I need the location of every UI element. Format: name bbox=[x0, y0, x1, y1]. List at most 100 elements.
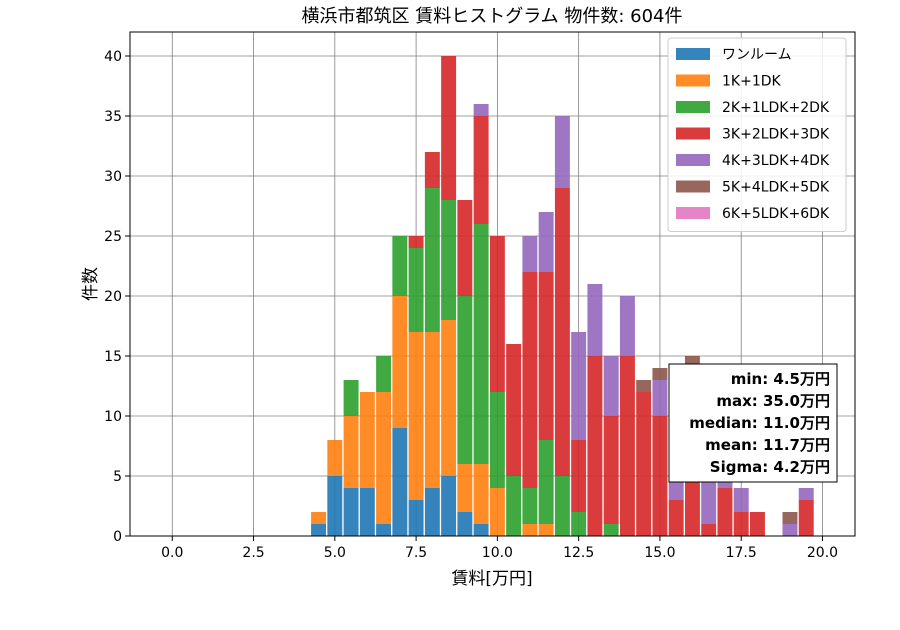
histogram-bar bbox=[603, 524, 619, 536]
stats-line: mean: 11.7万円 bbox=[705, 436, 830, 454]
histogram-bar bbox=[473, 116, 489, 224]
histogram-bar bbox=[408, 248, 424, 332]
histogram-bar bbox=[522, 272, 538, 488]
histogram-bar bbox=[652, 380, 668, 416]
legend-swatch bbox=[676, 180, 710, 193]
stats-box: min: 4.5万円 max: 35.0万円 median: 11.0万円 mean:… bbox=[668, 363, 838, 483]
histogram-bar bbox=[424, 188, 440, 332]
histogram-bar bbox=[441, 476, 457, 536]
histogram-bar bbox=[424, 152, 440, 188]
histogram-bar bbox=[571, 440, 587, 512]
x-tick-label: 12.5 bbox=[563, 545, 594, 561]
histogram-bar bbox=[554, 188, 570, 476]
histogram-bar bbox=[587, 284, 603, 356]
x-tick-label: 5.0 bbox=[324, 545, 346, 561]
y-axis-label: 件数 bbox=[81, 267, 101, 301]
histogram-bar bbox=[457, 512, 473, 536]
y-tick-label: 25 bbox=[104, 229, 122, 245]
plot-frame bbox=[129, 31, 856, 537]
legend-swatch bbox=[676, 74, 710, 87]
histogram-bar bbox=[408, 500, 424, 536]
histogram-bar bbox=[636, 380, 652, 392]
x-tick-label: 2.5 bbox=[242, 545, 264, 561]
histogram-bar bbox=[603, 356, 619, 416]
histogram-bar bbox=[733, 512, 749, 536]
histogram-bar bbox=[441, 200, 457, 320]
y-axis-ticks: 0 5 10 15 20 25 30 35 40 bbox=[104, 49, 130, 545]
x-axis-label: 賃料[万円] bbox=[451, 569, 532, 589]
histogram-bar bbox=[571, 332, 587, 440]
histogram-bar bbox=[489, 236, 505, 392]
histogram-bar bbox=[571, 512, 587, 536]
histogram-bar bbox=[424, 332, 440, 488]
histogram-bar bbox=[408, 236, 424, 248]
histogram-bar bbox=[457, 296, 473, 464]
histogram-bar bbox=[701, 476, 717, 524]
histogram-bar bbox=[376, 392, 392, 524]
stats-line: max: 35.0万円 bbox=[716, 392, 830, 410]
histogram-bar bbox=[392, 236, 408, 296]
histogram-bar bbox=[473, 224, 489, 464]
histogram-bar bbox=[457, 200, 473, 296]
histogram-bar bbox=[749, 512, 765, 536]
histogram-bar bbox=[554, 476, 570, 536]
histogram-bar bbox=[587, 356, 603, 536]
legend-label: 4K+3LDK+4DK bbox=[722, 153, 830, 169]
histogram-bar bbox=[473, 524, 489, 536]
y-tick-label: 10 bbox=[104, 409, 122, 425]
y-tick-label: 5 bbox=[113, 469, 122, 485]
histogram-bar bbox=[733, 488, 749, 512]
histogram-bar bbox=[327, 440, 343, 476]
legend-swatch bbox=[676, 154, 710, 166]
histogram-bar bbox=[392, 428, 408, 536]
legend-label: 2K+1LDK+2DK bbox=[722, 100, 830, 116]
legend-label: 5K+4LDK+5DK bbox=[722, 180, 830, 196]
histogram-bar bbox=[538, 212, 554, 272]
histogram-bar bbox=[798, 500, 814, 536]
histogram-bar bbox=[359, 392, 375, 488]
histogram-bar bbox=[538, 524, 554, 536]
histogram-bar bbox=[538, 440, 554, 524]
x-tick-label: 17.5 bbox=[726, 545, 757, 561]
legend-label: ワンルーム bbox=[722, 47, 792, 63]
legend-label: 3K+2LDK+3DK bbox=[722, 127, 830, 143]
histogram-bar bbox=[489, 488, 505, 536]
y-tick-label: 20 bbox=[104, 289, 122, 305]
x-tick-label: 20.0 bbox=[807, 545, 838, 561]
histogram-bar bbox=[473, 464, 489, 524]
histogram-bar bbox=[652, 416, 668, 536]
legend-swatch bbox=[676, 101, 710, 113]
stats-line: median: 11.0万円 bbox=[689, 414, 830, 432]
stats-frame bbox=[668, 363, 838, 483]
histogram-bar bbox=[376, 524, 392, 536]
histogram-bar bbox=[652, 368, 668, 380]
histogram-bar bbox=[798, 488, 814, 500]
histogram-bar bbox=[441, 320, 457, 476]
histogram-bar bbox=[359, 488, 375, 536]
histogram-bar bbox=[782, 512, 798, 524]
histogram-bar bbox=[457, 464, 473, 512]
legend-swatch bbox=[676, 48, 710, 60]
histogram-bar bbox=[473, 104, 489, 116]
histogram-bar bbox=[619, 296, 635, 356]
histogram-bar bbox=[619, 356, 635, 536]
histogram-bar bbox=[311, 512, 327, 524]
legend-swatch bbox=[676, 127, 710, 140]
legend-label: 1K+1DK bbox=[722, 74, 782, 90]
y-tick-label: 40 bbox=[104, 49, 122, 65]
histogram-bar bbox=[489, 392, 505, 488]
x-tick-label: 0.0 bbox=[161, 545, 183, 561]
histogram-bar bbox=[636, 392, 652, 536]
histogram-bar bbox=[522, 524, 538, 536]
histogram-bar bbox=[311, 524, 327, 536]
histogram-bar bbox=[376, 356, 392, 392]
legend-label: 6K+5LDK+6DK bbox=[722, 206, 830, 222]
y-tick-label: 0 bbox=[113, 529, 122, 545]
y-tick-label: 30 bbox=[104, 169, 122, 185]
x-tick-label: 10.0 bbox=[482, 545, 513, 561]
histogram-bar bbox=[424, 488, 440, 536]
histogram-bar bbox=[554, 116, 570, 188]
histogram-bar bbox=[522, 488, 538, 524]
histogram-bar bbox=[506, 344, 522, 476]
